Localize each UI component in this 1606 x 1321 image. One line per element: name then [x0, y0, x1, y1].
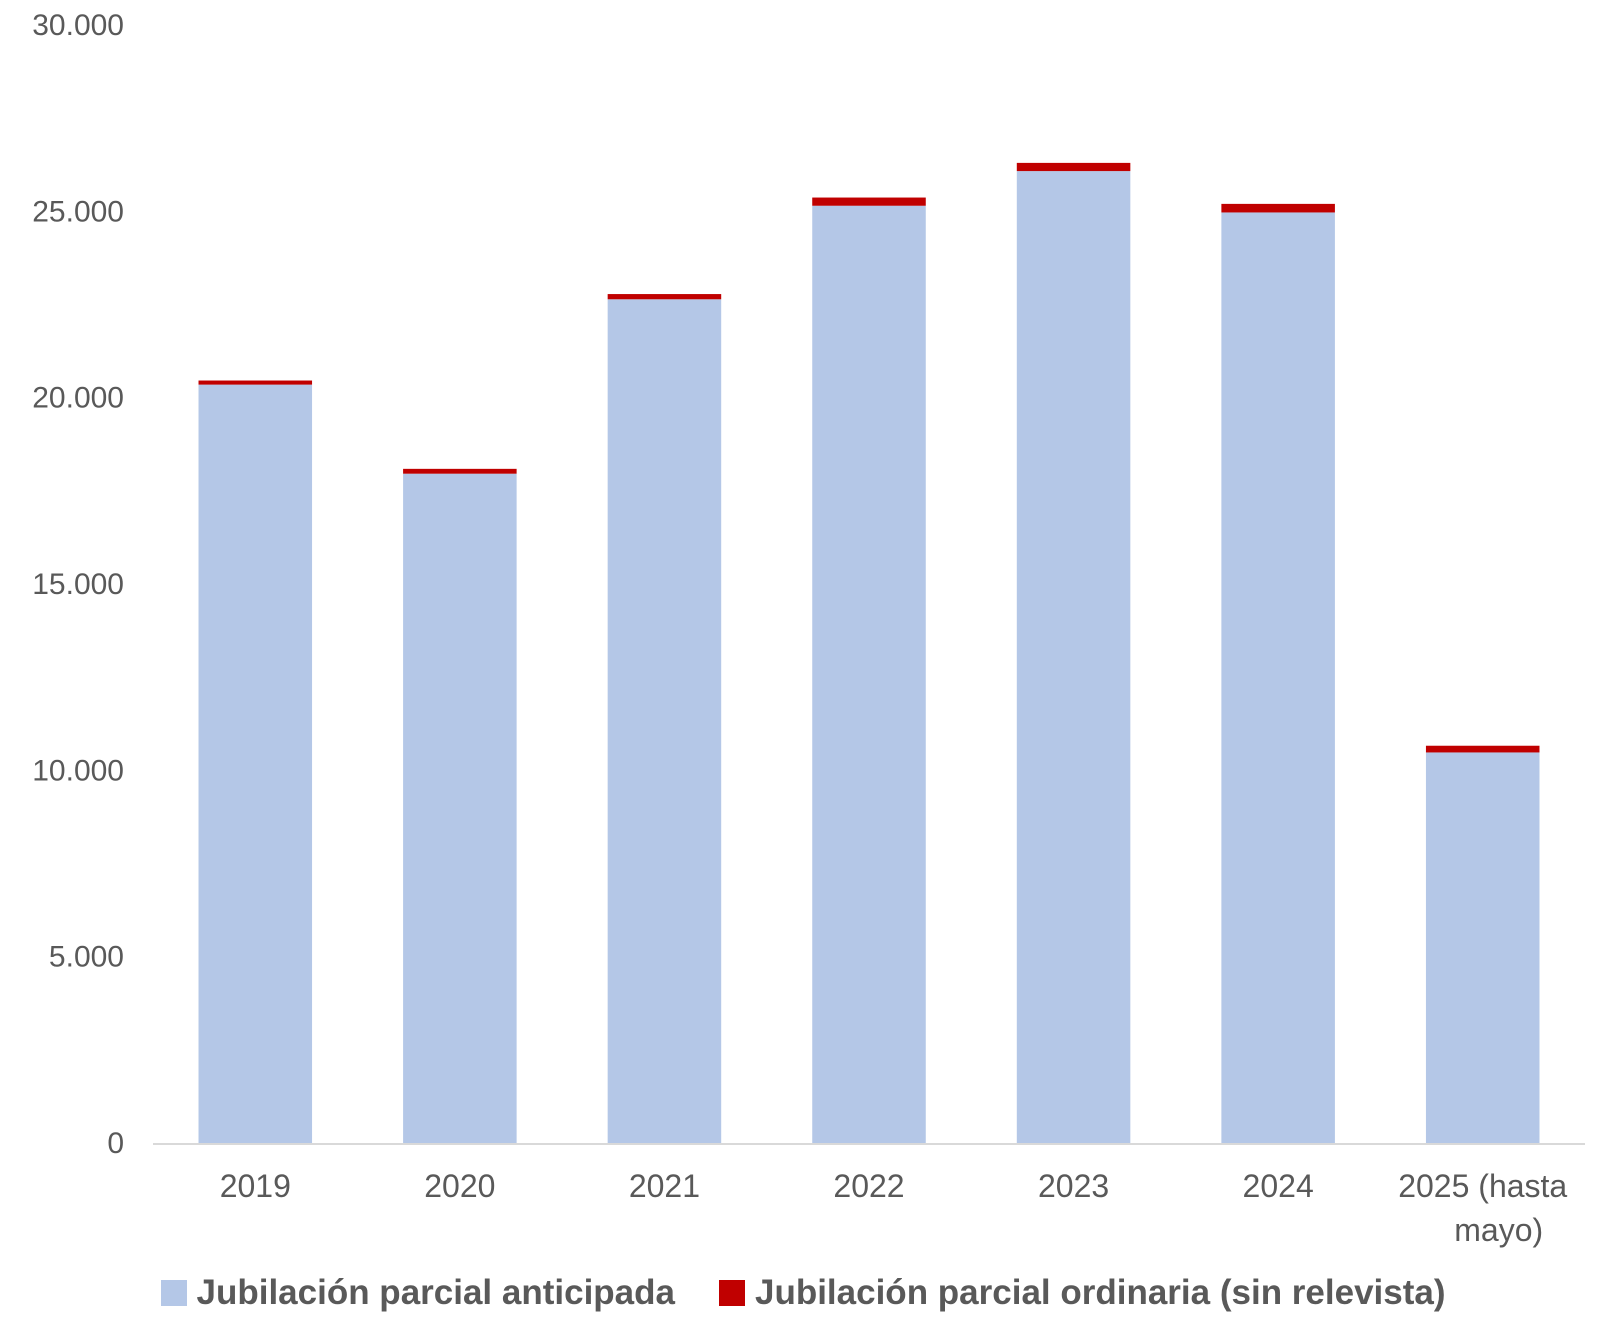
- y-tick-label: 10.000: [32, 754, 124, 787]
- x-tick-label: 2023: [1038, 1168, 1109, 1204]
- y-tick-label: 5.000: [49, 941, 124, 974]
- bar-ordinaria: [607, 294, 722, 300]
- x-tick-label: 2025 (hasta mayo): [1398, 1168, 1567, 1248]
- x-tick-label: 2022: [833, 1168, 904, 1204]
- bar-ordinaria: [1221, 203, 1335, 213]
- bar-chart: 0 5.000 10.000 15.000 20.000 25.000 30.000 201…: [32, 9, 1585, 1248]
- bar-anticipada: [607, 299, 722, 1143]
- bar-ordinaria: [1425, 745, 1540, 753]
- x-tick-label: 2021: [629, 1168, 700, 1204]
- bar-ordinaria: [198, 380, 313, 385]
- legend-label-ordinaria: Jubilación parcial ordinaria (sin relevi…: [754, 1273, 1446, 1312]
- legend-label-anticipada: Jubilación parcial anticipada: [196, 1273, 675, 1312]
- x-tick-label: 2020: [424, 1168, 495, 1204]
- y-axis: 0 5.000 10.000 15.000 20.000 25.000 30.000: [32, 9, 124, 1160]
- bar-ordinaria: [403, 468, 517, 474]
- y-tick-label: 25.000: [32, 195, 124, 228]
- legend: Jubilación parcial anticipada Jubilación…: [0, 1268, 1606, 1318]
- bar-anticipada: [1221, 212, 1335, 1143]
- x-axis: 2019 2020 2021 2022 2023 2024 2025 (hasta mayo): [220, 1168, 1568, 1248]
- bar-ordinaria: [1016, 162, 1131, 172]
- legend-item-anticipada: Jubilación parcial anticipada: [160, 1273, 675, 1313]
- x-tick-label: 2024: [1243, 1168, 1314, 1204]
- y-tick-label: 15.000: [32, 568, 124, 601]
- y-tick-label: 30.000: [32, 9, 124, 42]
- bar-anticipada: [1425, 752, 1540, 1143]
- x-tick-label: 2019: [220, 1168, 291, 1204]
- legend-swatch-anticipada: [160, 1280, 187, 1306]
- y-tick-label: 20.000: [32, 382, 124, 415]
- bar-anticipada: [1016, 171, 1131, 1143]
- y-tick-label: 0: [107, 1127, 124, 1160]
- bar-ordinaria: [812, 197, 926, 206]
- bars: [198, 162, 1540, 1144]
- legend-swatch-ordinaria: [718, 1280, 745, 1306]
- bar-anticipada: [812, 205, 926, 1143]
- legend-item-ordinaria: Jubilación parcial ordinaria (sin relevi…: [718, 1273, 1446, 1313]
- bar-anticipada: [403, 473, 517, 1143]
- bar-anticipada: [198, 384, 313, 1144]
